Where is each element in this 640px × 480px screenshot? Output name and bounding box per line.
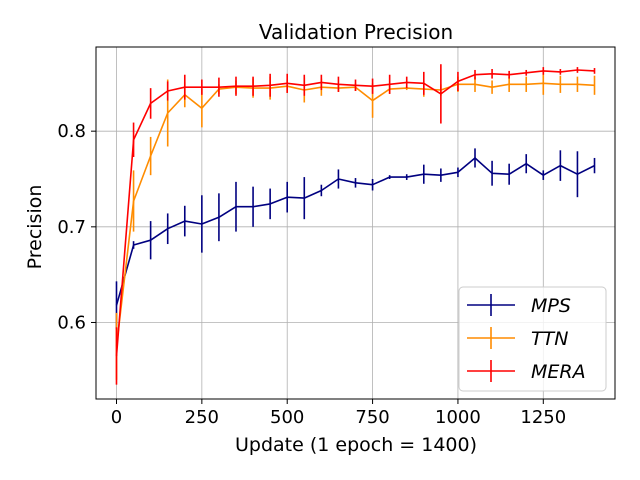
mps-line (115, 157, 595, 306)
x-axis-label: Update (1 epoch = 1400) (235, 434, 477, 456)
x-tick-label: 0 (111, 407, 122, 428)
plot-frame (95, 46, 616, 400)
y-tick-label: 0.8 (57, 121, 86, 142)
y-tick-label: 0.6 (57, 312, 86, 333)
series-mps (115, 148, 596, 330)
mera-legend-label: MERA (531, 361, 586, 383)
chart-title: Validation Precision (259, 20, 453, 44)
legend-entry-mera: MERA (467, 360, 586, 383)
series-mera (115, 64, 596, 385)
y-axis-label: Precision (24, 185, 46, 270)
x-tick-label: 1250 (520, 407, 566, 428)
x-tick-label: 500 (270, 407, 304, 428)
axis-ticks: 0 250 500 750 1000 1250 0.6 0.7 0.8 (57, 121, 566, 428)
legend: MPS TTN MERA (458, 286, 607, 392)
y-tick-label: 0.7 (57, 217, 86, 238)
x-tick-label: 1000 (435, 407, 481, 428)
series-layer (115, 64, 596, 385)
x-tick-label: 250 (185, 407, 219, 428)
x-tick-label: 750 (355, 407, 389, 428)
legend-entry-mps: MPS (467, 294, 571, 317)
ttn-legend-label: TTN (531, 328, 568, 350)
legend-box (458, 286, 607, 392)
mps-legend-label: MPS (531, 295, 571, 317)
legend-entry-ttn: TTN (467, 327, 568, 350)
mera-line (115, 69, 595, 357)
